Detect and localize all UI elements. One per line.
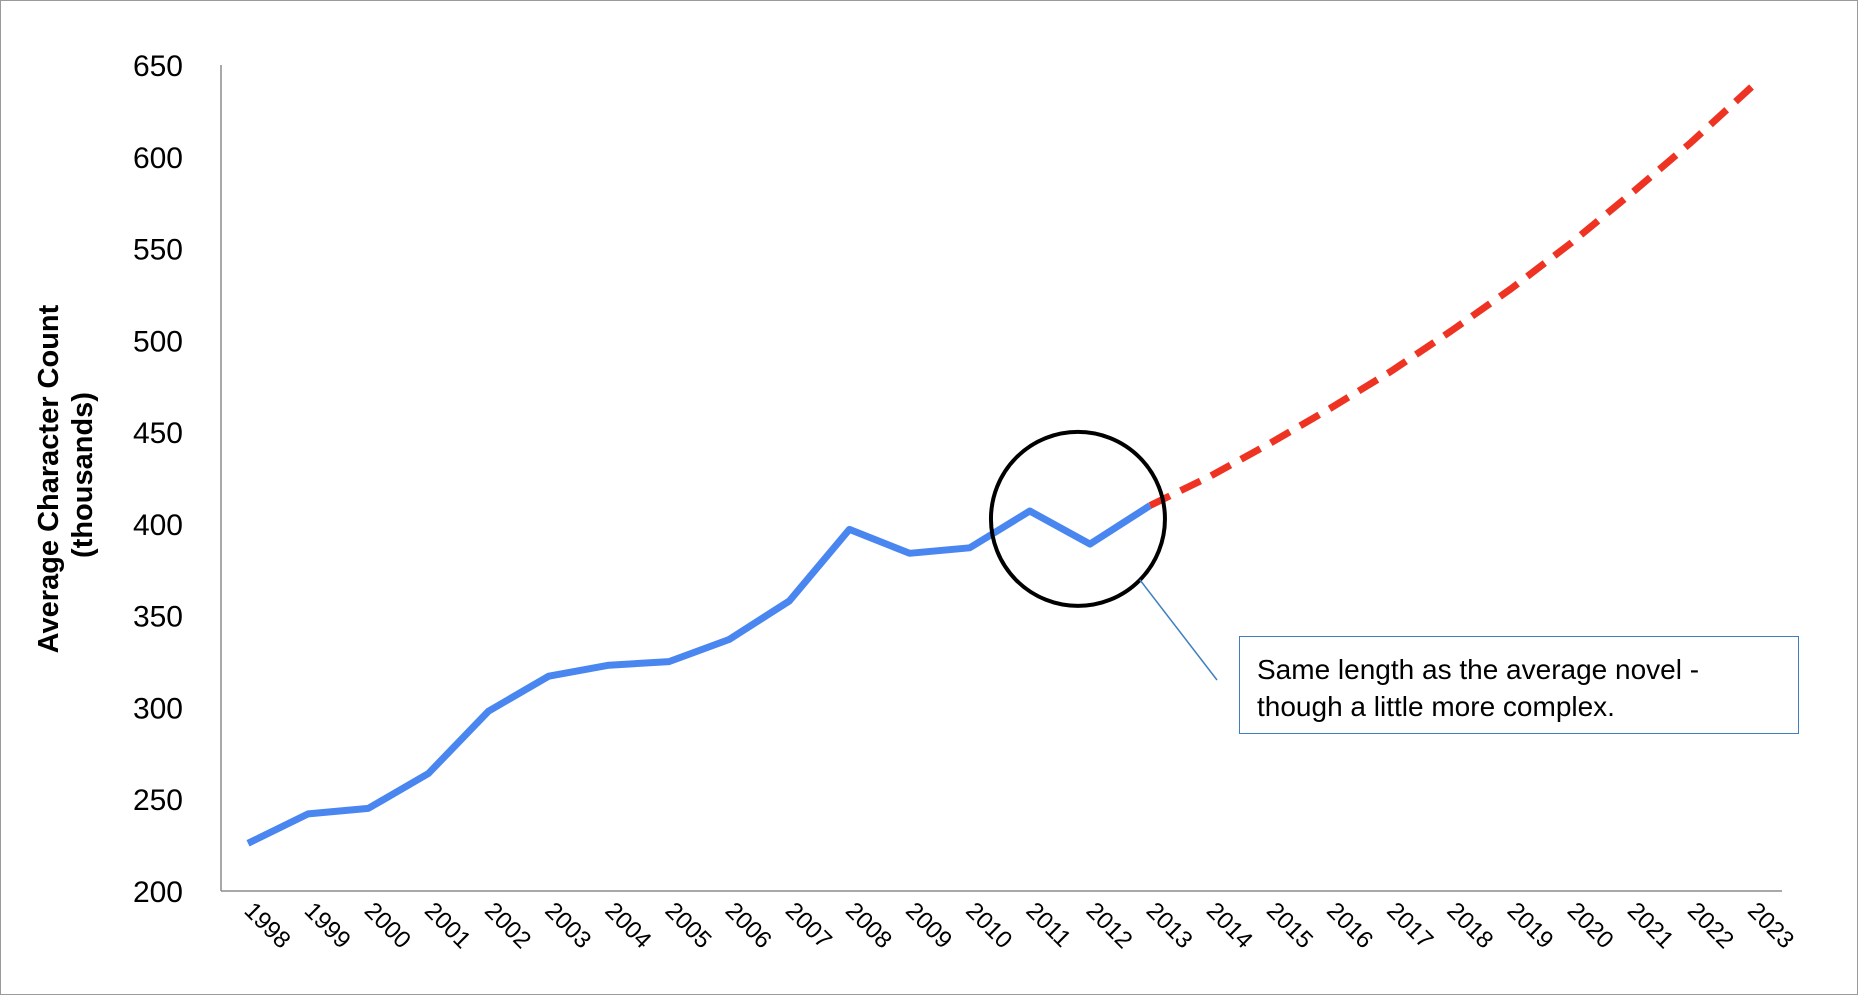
x-tick-label: 2003: [539, 897, 596, 954]
y-tick-label: 600: [133, 142, 183, 175]
x-tick-label: 2009: [900, 897, 957, 954]
y-tick-label: 400: [133, 509, 183, 542]
series-lines: [246, 84, 1754, 847]
x-tick-label: 2018: [1442, 897, 1499, 954]
x-tick-label: 2023: [1742, 897, 1799, 954]
y-axis-label-line-2: (thousands): [67, 392, 99, 558]
x-tick-label: 2012: [1081, 897, 1138, 954]
x-tick-label: 2004: [600, 897, 657, 954]
x-tick-labels: 1998 1999 2000 2001 2002 2003 2004 2005 2006 2007…: [239, 897, 1799, 954]
annotations: [988, 429, 1218, 681]
x-tick-label: 2015: [1261, 897, 1318, 954]
callout-line-2: though a little more complex.: [1257, 691, 1615, 722]
y-tick-label: 200: [133, 876, 183, 909]
x-tick-label: 2005: [660, 897, 717, 954]
y-tick-label: 250: [133, 784, 183, 817]
y-axis-label-line-1: Average Character Count: [33, 304, 65, 653]
x-tick-label: 2017: [1381, 897, 1438, 954]
x-tick-label: 2007: [780, 897, 837, 954]
series-line-dashed: [1148, 84, 1754, 509]
y-axis-label: Average Character Count (thousands): [33, 297, 99, 654]
x-tick-label: 1998: [239, 897, 296, 954]
y-tick-label: 500: [133, 325, 183, 358]
x-tick-label: 2011: [1021, 897, 1077, 953]
x-tick-label: 2000: [359, 897, 416, 954]
callout-box: Same length as the average novel - thoug…: [1239, 636, 1799, 734]
x-tick-label: 2014: [1201, 897, 1258, 954]
x-tick-label: 2002: [479, 897, 536, 954]
x-tick-label: 2019: [1502, 897, 1559, 954]
axes: [220, 65, 1782, 892]
y-tick-label: 650: [133, 50, 183, 83]
x-tick-label: 2016: [1321, 897, 1378, 954]
x-tick-label: 2001: [419, 897, 476, 954]
callout-connector: [1139, 579, 1218, 681]
highlight-circle: [988, 429, 1167, 608]
x-tick-label: 2022: [1682, 897, 1739, 954]
x-tick-label: 2020: [1562, 897, 1619, 954]
y-tick-labels: 200 250 300 350 400 450 500 550 600 650: [133, 50, 183, 909]
callout-line-1: Same length as the average novel -: [1257, 654, 1700, 685]
x-tick-label: 2013: [1141, 897, 1198, 954]
y-tick-label: 550: [133, 234, 183, 267]
x-tick-label: 2021: [1622, 897, 1679, 954]
y-tick-label: 300: [133, 692, 183, 725]
x-tick-label: 2010: [960, 897, 1017, 954]
x-tick-label: 1999: [299, 897, 356, 954]
x-tick-label: 2008: [840, 897, 897, 954]
x-tick-label: 2006: [720, 897, 777, 954]
series-line-solid: [246, 502, 1152, 847]
y-tick-label: 350: [133, 601, 183, 634]
y-tick-label: 450: [133, 417, 183, 450]
